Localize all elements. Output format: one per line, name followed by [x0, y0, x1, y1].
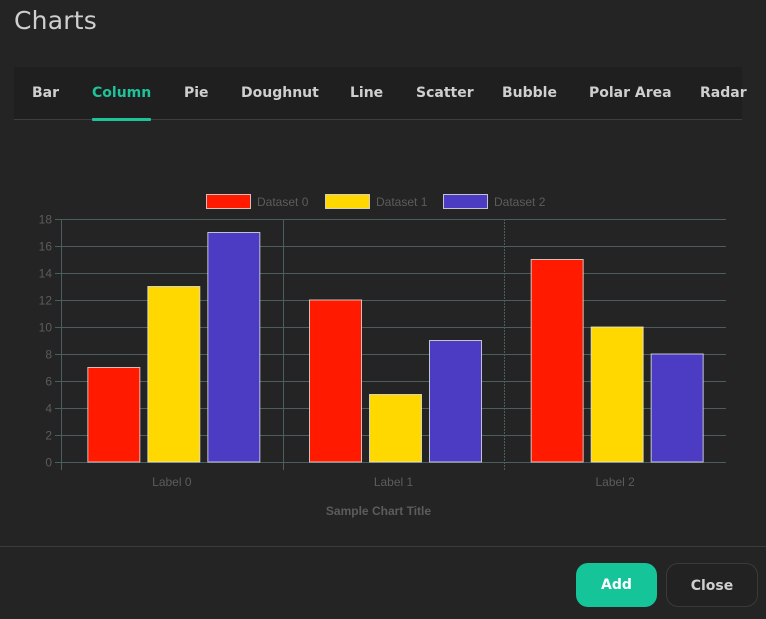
- bar-dataset-2-label-2[interactable]: [650, 353, 704, 463]
- y-tick-label: 2: [45, 429, 52, 443]
- y-tick-label: 12: [39, 294, 53, 308]
- legend-label[interactable]: Dataset 0: [257, 195, 309, 209]
- chart-type-tabs: Bar Column Pie Doughnut Line Scatter Bubble Pol…: [14, 67, 747, 121]
- legend-label[interactable]: Dataset 2: [494, 195, 546, 209]
- bar-dataset-0-label-1[interactable]: [309, 299, 362, 463]
- y-tick-label: 18: [39, 213, 53, 227]
- tab-radar[interactable]: Radar: [700, 85, 747, 101]
- footer-divider: [0, 546, 766, 547]
- y-tick-label: 4: [45, 402, 52, 416]
- bar-dataset-0-label-2[interactable]: [530, 259, 584, 463]
- x-tick-label: Label 0: [152, 475, 192, 489]
- y-tick-label: 0: [45, 456, 52, 470]
- tab-scatter[interactable]: Scatter: [416, 85, 474, 101]
- tab-column[interactable]: Column: [92, 67, 152, 121]
- bar-dataset-2-label-0[interactable]: [207, 232, 261, 463]
- page-title: Charts: [14, 6, 97, 35]
- close-button[interactable]: Close: [666, 563, 758, 607]
- legend-swatch[interactable]: [325, 194, 370, 209]
- tab-doughnut[interactable]: Doughnut: [241, 85, 319, 101]
- bar-dataset-1-label-2[interactable]: [590, 326, 644, 463]
- tab-polar-area[interactable]: Polar Area: [589, 85, 672, 101]
- column-chart: 0 2 4 6 8 10 12 14 16 18 Label 0 Label 1 Label 2 Data…: [39, 194, 726, 518]
- y-tick-label: 10: [39, 321, 53, 335]
- bar-dataset-0-label-0[interactable]: [87, 367, 141, 463]
- bar-dataset-1-label-1[interactable]: [369, 394, 422, 463]
- bar-dataset-2-label-1[interactable]: [429, 340, 482, 463]
- x-tick-label: Label 2: [595, 475, 635, 489]
- add-button[interactable]: Add: [576, 563, 657, 607]
- legend-swatch[interactable]: [443, 194, 488, 209]
- y-tick-label: 6: [45, 375, 52, 389]
- chart-title: Sample Chart Title: [326, 504, 431, 518]
- y-tick-label: 8: [45, 348, 52, 362]
- tab-bubble[interactable]: Bubble: [502, 85, 557, 101]
- legend-label[interactable]: Dataset 1: [376, 195, 428, 209]
- y-tick-label: 14: [39, 267, 53, 281]
- tab-bar[interactable]: Bar: [32, 85, 60, 101]
- tab-line[interactable]: Line: [350, 85, 384, 101]
- bar-dataset-1-label-0[interactable]: [147, 286, 201, 463]
- tab-pie[interactable]: Pie: [184, 85, 209, 101]
- x-tick-label: Label 1: [374, 475, 414, 489]
- legend-swatch[interactable]: [206, 194, 251, 209]
- y-tick-label: 16: [39, 240, 53, 254]
